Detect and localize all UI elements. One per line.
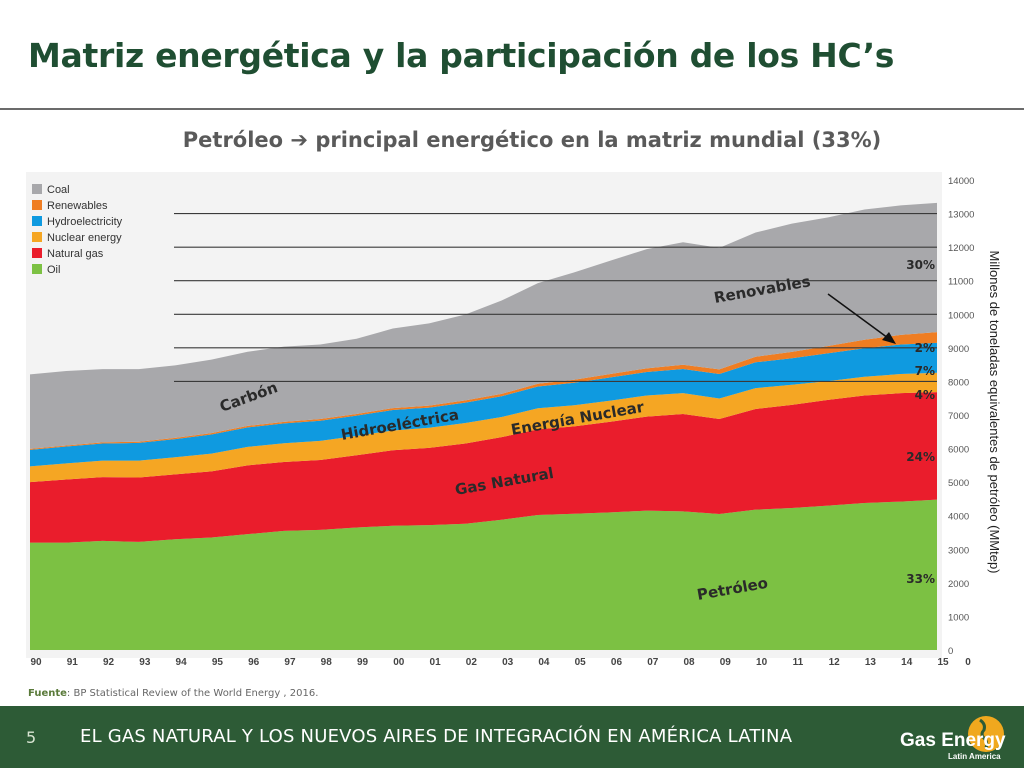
x-tick-label: 15 — [937, 657, 949, 668]
x-tick-label: 10 — [756, 657, 768, 668]
area-natural-gas — [30, 392, 937, 543]
source-text: : BP Statistical Review of the World Ene… — [66, 688, 319, 699]
legend-entry: Renewables — [47, 200, 108, 212]
x-tick-label: 12 — [829, 657, 841, 668]
x-tick-label: 01 — [430, 657, 442, 668]
x-tick-label: 06 — [611, 657, 623, 668]
y-tick-label: 3000 — [948, 545, 969, 556]
y-tick-label: 5000 — [948, 478, 969, 489]
x-tick-label: 93 — [139, 657, 151, 668]
legend-entry: Oil — [47, 264, 60, 276]
legend-swatch — [32, 200, 42, 210]
x-tick-label: 13 — [865, 657, 877, 668]
area-oil — [30, 499, 937, 650]
x-tick-label: 91 — [67, 657, 79, 668]
legend-swatch — [32, 184, 42, 194]
subtitle-rest: principal energético en la matriz mundia… — [315, 128, 882, 152]
x-tick-label: 99 — [357, 657, 369, 668]
x-tick-label: 02 — [466, 657, 478, 668]
x-tick-label: 92 — [103, 657, 115, 668]
share-label: 24% — [906, 450, 935, 464]
share-label: 4% — [915, 388, 935, 402]
area-coal — [30, 202, 937, 449]
y-tick-label: 14000 — [948, 176, 974, 187]
slide-title: Matriz energética y la participación de … — [28, 36, 895, 75]
title-divider — [0, 108, 1024, 110]
area-nuclear-energy — [30, 372, 937, 483]
legend-swatch — [32, 232, 42, 242]
footer-bar: 5 EL GAS NATURAL Y LOS NUEVOS AIRES DE I… — [0, 706, 1024, 768]
x-tick-label: 95 — [212, 657, 224, 668]
x-tick-label: 0 — [965, 657, 971, 668]
legend-swatch — [32, 216, 42, 226]
x-tick-label: 98 — [321, 657, 333, 668]
y-tick-label: 13000 — [948, 210, 974, 221]
pointer-arrow — [827, 293, 889, 339]
share-label: 7% — [915, 364, 935, 378]
y-tick-label: 6000 — [948, 445, 969, 456]
share-label: 2% — [915, 341, 935, 355]
x-tick-label: 94 — [176, 657, 188, 668]
x-tick-label: 04 — [538, 657, 550, 668]
logo-text: Gas Energy — [900, 730, 1006, 751]
y-tick-label: 0 — [948, 646, 953, 657]
x-tick-label: 14 — [901, 657, 913, 668]
legend-swatch — [32, 264, 42, 274]
page-number: 5 — [26, 728, 37, 747]
y-tick-label: 12000 — [948, 243, 974, 254]
globe-icon — [968, 716, 1004, 752]
legend-entry: Hydroelectricity — [47, 216, 123, 228]
subtitle-main: Petróleo — [182, 128, 284, 152]
x-tick-label: 00 — [393, 657, 405, 668]
source-label: Fuente — [28, 688, 67, 699]
y-tick-label: 9000 — [948, 344, 969, 355]
right-arrow-icon: ➔ — [290, 128, 309, 152]
y-tick-label: 4000 — [948, 512, 969, 523]
y-tick-label: 7000 — [948, 411, 969, 422]
y-tick-label: 1000 — [948, 612, 969, 623]
legend-entry: Natural gas — [47, 248, 104, 260]
share-label: 30% — [906, 258, 935, 272]
share-label: 33% — [906, 572, 935, 586]
arrow-head-icon — [882, 332, 896, 344]
x-tick-label: 11 — [793, 657, 804, 668]
gas-energy-logo: Gas Energy Latin America — [900, 716, 1006, 761]
y-tick-label: 10000 — [948, 310, 974, 321]
footer-title: EL GAS NATURAL Y LOS NUEVOS AIRES DE INT… — [80, 726, 793, 747]
x-tick-label: 09 — [720, 657, 732, 668]
x-tick-label: 03 — [502, 657, 514, 668]
y-tick-label: 2000 — [948, 579, 969, 590]
legend-entry: Nuclear energy — [47, 232, 122, 244]
x-tick-label: 96 — [248, 657, 260, 668]
logo-subtext: Latin America — [948, 752, 1001, 761]
x-tick-label: 97 — [284, 657, 296, 668]
x-tick-label: 07 — [647, 657, 659, 668]
energy-matrix-chart: 0100020003000400050006000700080009000100… — [26, 172, 1002, 668]
x-tick-label: 05 — [575, 657, 587, 668]
x-tick-label: 08 — [683, 657, 695, 668]
legend-entry: Coal — [47, 184, 70, 196]
area-hydroelectricity — [30, 342, 937, 467]
area-renewables — [30, 332, 937, 450]
x-tick-label: 90 — [30, 657, 42, 668]
y-axis-label: Millones de toneladas equivalentes de pe… — [987, 250, 1002, 573]
legend-swatch — [32, 248, 42, 258]
y-tick-label: 11000 — [948, 277, 974, 288]
y-tick-label: 8000 — [948, 377, 969, 388]
chart-subtitle: Petróleo ➔ principal energético en la ma… — [0, 128, 1024, 152]
source-note: Fuente: BP Statistical Review of the Wor… — [28, 688, 318, 699]
